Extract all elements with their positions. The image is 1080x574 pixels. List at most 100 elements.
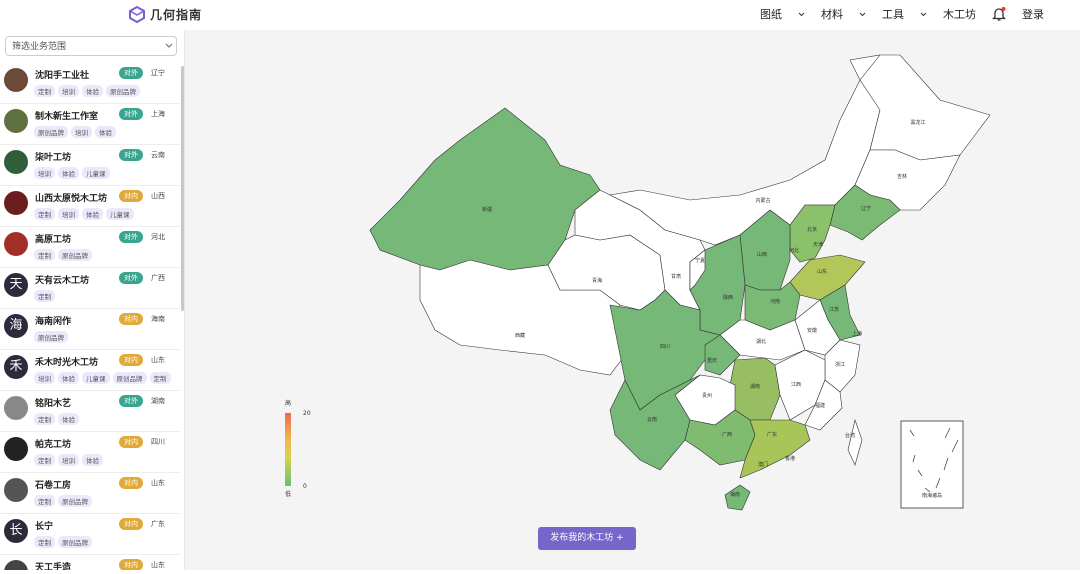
bell-icon[interactable]: [992, 6, 1006, 22]
tag: 体验: [95, 126, 116, 138]
workshop-name: 天工手造: [35, 563, 72, 570]
tag: 定制: [34, 454, 55, 466]
inset-box: [900, 420, 964, 509]
tags: 培训 体验 儿童课: [34, 167, 110, 179]
tag: 原创品牌: [34, 331, 68, 343]
workshop-name: 铭阳木艺: [35, 399, 72, 409]
badge: 对内: [119, 518, 143, 530]
inset-boundary: [944, 427, 951, 439]
city-label: 香港: [785, 455, 795, 462]
province-region: [704, 334, 741, 376]
tags: 定制 原创品牌: [34, 495, 92, 507]
tags: 定制 培训 体验 儿童课: [34, 208, 134, 220]
avatar: [4, 232, 28, 256]
inset-boundary: [943, 457, 949, 471]
workshop-item[interactable]: 石卷工房 对内 山东 定制 原创品牌: [0, 473, 180, 514]
province-label: 福建: [815, 402, 825, 409]
brand: 几何指南: [150, 8, 203, 22]
nav-item[interactable]: 工具: [882, 8, 904, 21]
tags: 定制 培训 体验 原创品牌: [34, 85, 140, 97]
province-label: 甘肃: [671, 273, 681, 280]
province-label: 陕西: [723, 294, 733, 301]
login-link[interactable]: 登录: [1022, 8, 1044, 21]
province-label: 山东: [817, 268, 827, 275]
avatar: 海: [4, 314, 28, 338]
workshop-name: 帕克工坊: [35, 440, 72, 450]
inset-boundary: [912, 454, 916, 463]
avatar: 天: [4, 273, 28, 297]
province-region: [789, 204, 836, 263]
province-label: 河北: [789, 247, 799, 254]
province-region: [689, 249, 706, 291]
legend-bar: [285, 413, 291, 486]
workshop-name: 高原工坊: [35, 235, 72, 245]
logo: [129, 6, 145, 23]
city-label: 上海: [852, 330, 862, 337]
tag: 原创品牌: [106, 85, 140, 97]
tag: 培训: [58, 85, 79, 97]
avatar: [4, 437, 28, 461]
province-label: 贵州: [702, 392, 712, 399]
province-region: [719, 319, 806, 361]
nav-item[interactable]: 木工坊: [943, 8, 976, 21]
scrollbar: [181, 66, 184, 311]
workshop-list: 沈阳手工业社 对外 辽宁 定制 培训 体验 原创品牌 制木新生工作室 对外 上海 原创品牌 培训 体验柒…: [0, 63, 180, 570]
province-label: 重庆: [707, 357, 717, 364]
tag: 原创品牌: [58, 536, 92, 548]
province-label: 江西: [791, 381, 801, 388]
workshop-item[interactable]: 沈阳手工业社 对外 辽宁 定制 培训 体验 原创品牌: [0, 63, 180, 104]
province-label: 湖南: [750, 383, 760, 390]
inset-boundary: [951, 439, 959, 453]
workshop-name: 海南闲作: [35, 317, 72, 327]
province-label: 台湾: [845, 432, 855, 439]
caret: [859, 12, 866, 16]
avatar: [4, 560, 28, 570]
dropdown-arrow: [165, 43, 173, 48]
inset-label: 南海诸岛: [922, 492, 942, 499]
province-label: 江苏: [829, 306, 839, 313]
tags: 培训 体验 儿童课 原创品牌 定制: [34, 372, 171, 384]
workshop-item[interactable]: 天工手造 对内 山东: [0, 555, 180, 570]
tag: 体验: [58, 167, 79, 179]
caret: [798, 12, 805, 16]
tag: 体验: [58, 372, 79, 384]
province-label: 湖北: [756, 338, 766, 345]
province: 海南: [151, 315, 165, 323]
province: 辽宁: [151, 69, 165, 77]
tags: 定制 培训 体验: [34, 454, 103, 466]
filter-select[interactable]: 筛选业务范围: [5, 36, 177, 56]
tag: 定制: [34, 249, 55, 261]
workshop-item[interactable]: 禾禾木时光木工坊 对内 山东 培训 体验 儿童课 原创品牌 定制: [0, 350, 180, 391]
workshop-item[interactable]: 柒叶工坊 对外 云南 培训 体验 儿童课: [0, 145, 180, 186]
workshop-item[interactable]: 天天有云木工坊 对外 广西 定制: [0, 268, 180, 309]
workshop-item[interactable]: 海海南闲作 对内 海南 原创品牌: [0, 309, 180, 350]
sidebar: 筛选业务范围 沈阳手工业社 对外 辽宁 定制 培训 体验 原创品牌 制木新生工作室 对外 上海 原创…: [0, 30, 185, 570]
tag: 原创品牌: [58, 495, 92, 507]
workshop-item[interactable]: 制木新生工作室 对外 上海 原创品牌 培训 体验: [0, 104, 180, 145]
province-label: 辽宁: [861, 205, 871, 212]
badge: 对外: [119, 231, 143, 243]
badge: 对外: [119, 108, 143, 120]
avatar: [4, 396, 28, 420]
inset-boundary: [917, 469, 923, 477]
publish-button[interactable]: 发布我的木工坊 +: [538, 527, 636, 550]
province-label: 新疆: [482, 206, 492, 213]
workshop-item[interactable]: 帕克工坊 对内 四川 定制 培训 体验: [0, 432, 180, 473]
nav-item[interactable]: 图纸: [760, 8, 782, 21]
province: 云南: [151, 151, 165, 159]
tag: 原创品牌: [112, 372, 147, 384]
workshop-item[interactable]: 铭阳木艺 对外 湖南 定制 体验: [0, 391, 180, 432]
workshop-item[interactable]: 山西太原悦木工坊 对内 山西 定制 培训 体验 儿童课: [0, 186, 180, 227]
workshop-item[interactable]: 高原工坊 对外 河北 定制 原创品牌: [0, 227, 180, 268]
badge: 对内: [119, 559, 143, 570]
tags: 原创品牌: [34, 331, 68, 343]
province-label: 广西: [722, 431, 732, 438]
avatar: 长: [4, 519, 28, 543]
province-region: [739, 419, 811, 479]
workshop-item[interactable]: 长长宁 对内 广东 定制 原创品牌: [0, 514, 180, 555]
workshop-name: 长宁: [35, 522, 54, 532]
province-label: 浙江: [835, 361, 845, 368]
caret: [920, 12, 927, 16]
nav-item[interactable]: 材料: [821, 8, 843, 21]
badge: 对外: [119, 395, 143, 407]
